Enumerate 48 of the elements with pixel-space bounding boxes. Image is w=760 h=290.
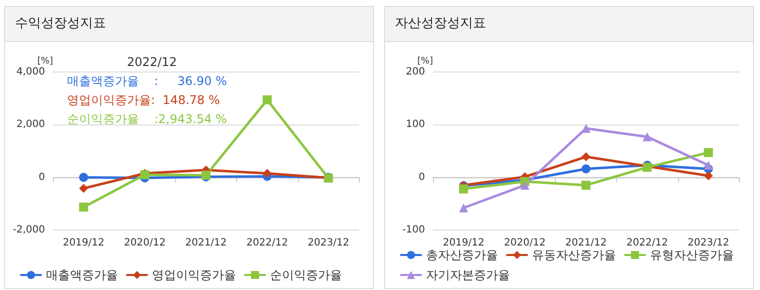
point bbox=[704, 171, 713, 180]
point bbox=[79, 172, 88, 182]
point bbox=[79, 202, 88, 212]
point bbox=[642, 132, 652, 142]
y-tick-label: 100 bbox=[406, 119, 425, 130]
point bbox=[520, 180, 530, 190]
annotation: 매출액증가율 : 36.90 % bbox=[67, 74, 227, 88]
x-tick-label: 2020/12 bbox=[124, 238, 166, 248]
y-tick-label: -2,000 bbox=[12, 224, 45, 236]
x-tick-label: 2021/12 bbox=[565, 238, 607, 248]
x-tick-label: 2022/12 bbox=[626, 238, 668, 248]
y-tick-label: 200 bbox=[406, 66, 425, 78]
point bbox=[704, 160, 713, 170]
point bbox=[582, 164, 590, 174]
x-tick-label: 2022/12 bbox=[246, 238, 288, 248]
legend-label: 영업이익증가율 bbox=[152, 268, 236, 282]
annotation: 순이익증가율 :2,943.54 % bbox=[67, 112, 227, 126]
y-tick-label: -100 bbox=[402, 224, 425, 236]
y-tick-label: 4,000 bbox=[16, 66, 45, 78]
y-tick-label: 2,000 bbox=[16, 119, 45, 130]
point bbox=[704, 148, 713, 158]
annotation: 영업이익증가율: 148.78 % bbox=[67, 93, 220, 107]
legend-label: 총자산증가율 bbox=[426, 248, 498, 262]
legend-label: 유동자산증가율 bbox=[532, 248, 616, 262]
x-tick-label: 2019/12 bbox=[442, 238, 484, 248]
x-tick-label: 2021/12 bbox=[185, 238, 227, 248]
y-axis-title: [%] bbox=[417, 56, 433, 66]
chart-title: 자산성장성지표 bbox=[385, 7, 753, 42]
legend-label: 순이익증가율 bbox=[270, 268, 342, 282]
point bbox=[582, 152, 590, 162]
x-tick-label: 2019/12 bbox=[62, 238, 104, 248]
point bbox=[262, 95, 272, 104]
y-axis-title: [%] bbox=[37, 56, 53, 66]
x-tick-label: 2020/12 bbox=[504, 238, 546, 248]
legend-label: 유형자산증가율 bbox=[650, 248, 734, 262]
point bbox=[459, 203, 468, 212]
text: 2022/12 bbox=[127, 55, 177, 69]
x-tick-label: 2023/12 bbox=[308, 238, 350, 248]
point bbox=[582, 180, 590, 190]
y-tick-label: 0 bbox=[38, 172, 45, 183]
point bbox=[459, 184, 468, 194]
point bbox=[79, 184, 88, 193]
chart-title: 수익성장성지표 bbox=[5, 7, 373, 42]
legend-label: 매출액증가율 bbox=[46, 268, 118, 282]
legend-label: 자기자본증가율 bbox=[426, 268, 510, 282]
x-tick-label: 2023/12 bbox=[688, 238, 730, 248]
y-tick-label: 0 bbox=[418, 172, 425, 183]
point bbox=[262, 168, 272, 178]
